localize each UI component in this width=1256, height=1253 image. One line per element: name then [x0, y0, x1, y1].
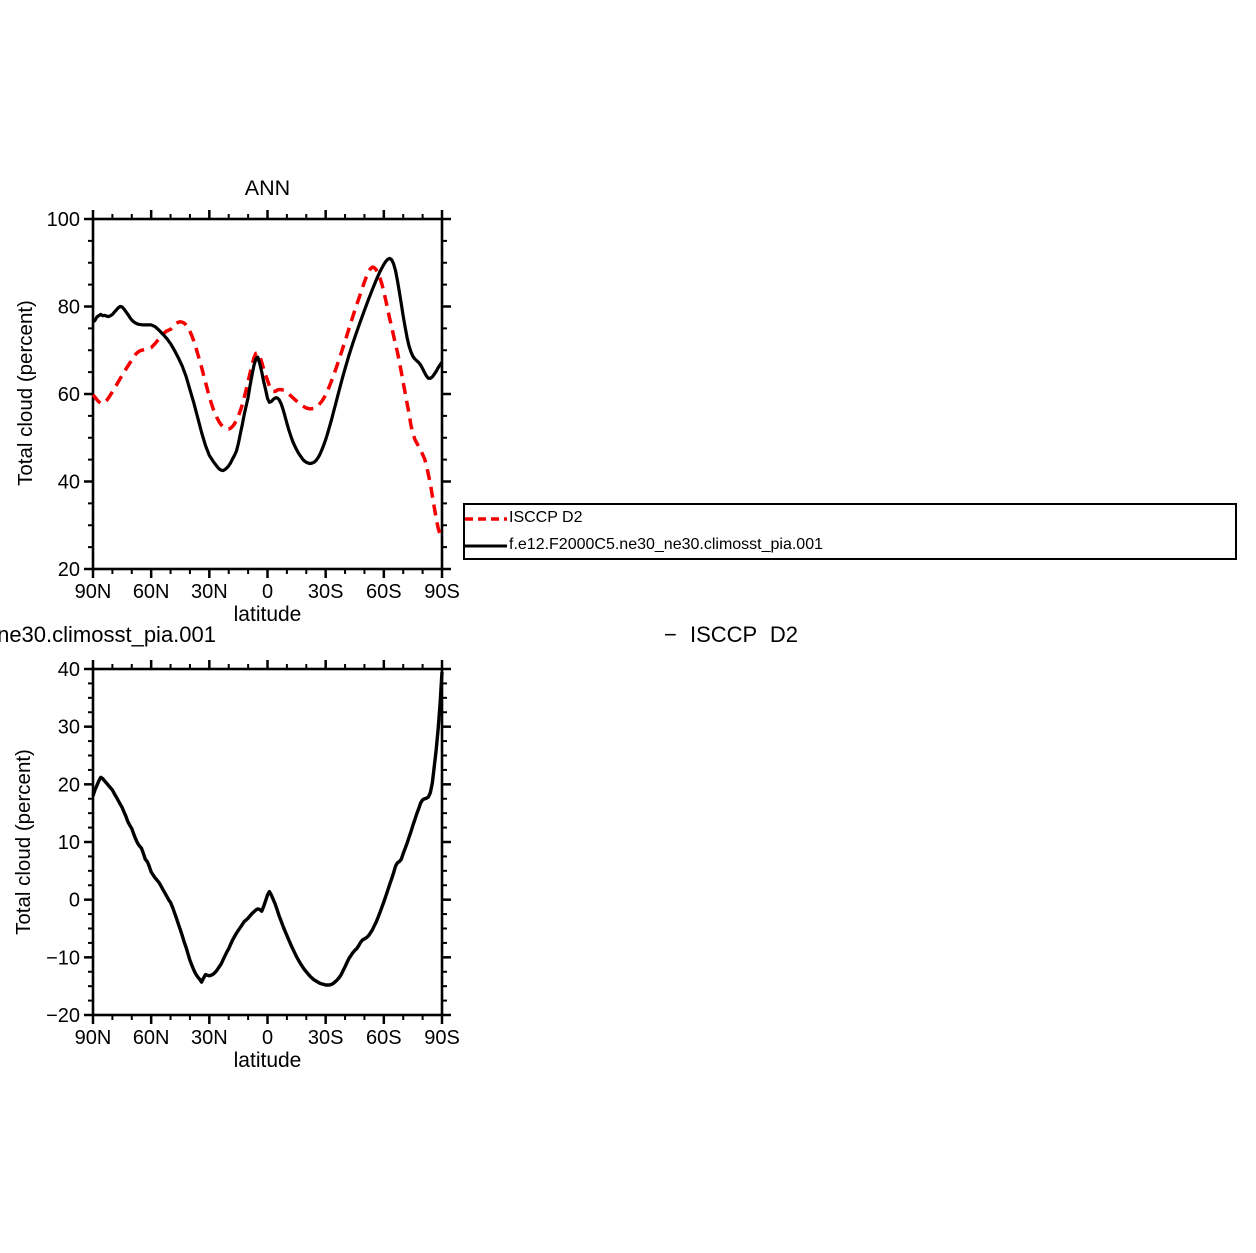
y-tick-label: 20	[58, 774, 80, 796]
diff-title-model-clipped: f.e12.F2000C5.ne30_ne30.climosst_pia.001	[0, 621, 216, 648]
x-tick-label: 90N	[75, 581, 112, 603]
diff-title-minus-isccp: − ISCCP D2	[664, 622, 799, 647]
x-tick-label: 0	[262, 581, 273, 603]
x-tick-label: 30N	[191, 581, 228, 603]
x-tick-label: 30S	[308, 581, 344, 603]
y-tick-label: 30	[58, 717, 80, 739]
y-tick-label: 0	[69, 890, 80, 912]
diff-title-model-text: f.e12.F2000C5.ne30_ne30.climosst_pia.001	[0, 622, 216, 647]
x-tick-label: 60S	[366, 1027, 402, 1049]
x-tick-label: 60S	[366, 581, 402, 603]
legend-label-isccp: ISCCP D2	[509, 509, 583, 526]
x-tick-label: 90S	[424, 581, 460, 603]
x-tick-label: 60N	[133, 581, 170, 603]
x-tick-label: 90N	[75, 1027, 112, 1049]
x-tick-label: 60N	[133, 1027, 170, 1049]
x-tick-label: 30S	[308, 1027, 344, 1049]
legend-label-model: f.e12.F2000C5.ne30_ne30.climosst_pia.001	[509, 536, 823, 553]
top-chart-ylabel: Total cloud (percent)	[14, 300, 37, 486]
x-tick-label: 0	[262, 1027, 273, 1049]
top-chart-title: ANN	[244, 176, 291, 200]
y-tick-label: 40	[58, 472, 80, 494]
y-tick-label: 80	[58, 297, 80, 319]
series-isccp-d2	[91, 265, 444, 538]
x-tick-label: 30N	[191, 1027, 228, 1049]
x-tick-label: 90S	[424, 1027, 460, 1049]
y-tick-label: 100	[47, 209, 80, 231]
bottom-chart-ylabel: Total cloud (percent)	[12, 749, 35, 935]
y-tick-label: 10	[58, 832, 80, 854]
series-model	[92, 256, 444, 473]
bottom-chart-xlabel: latitude	[233, 1049, 302, 1072]
y-tick-label: −10	[46, 947, 80, 969]
legend-line-black-solid-icon	[465, 542, 507, 550]
legend-line-red-dashed-icon	[465, 515, 507, 523]
legend-box: ISCCP D2 f.e12.F2000C5.ne30_ne30.climoss…	[463, 503, 1237, 560]
y-tick-label: 40	[58, 659, 80, 681]
series-difference	[91, 671, 444, 987]
y-tick-label: 20	[58, 559, 80, 581]
y-tick-label: −20	[46, 1005, 80, 1027]
plot-frame	[91, 667, 444, 1017]
y-tick-label: 60	[58, 384, 80, 406]
top-chart-xlabel: latitude	[233, 603, 302, 626]
